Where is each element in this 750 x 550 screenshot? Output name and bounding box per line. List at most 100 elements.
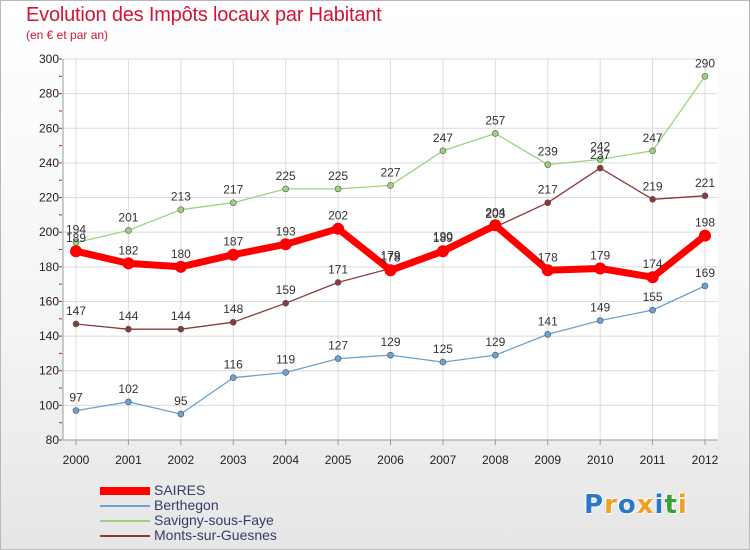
data-point-Berthegon	[492, 351, 499, 359]
x-tick-label: 2003	[220, 453, 247, 467]
data-point-Berthegon	[649, 306, 656, 314]
data-label-Savigny-sous-Faye: 247	[433, 131, 453, 145]
logo-letter: x	[636, 490, 655, 520]
data-label-Monts-sur-Guesnes: 148	[223, 302, 243, 316]
x-tick-label: 2004	[272, 453, 299, 467]
data-label-Monts-sur-Guesnes: 147	[66, 304, 86, 318]
data-label-SAIRES: 198	[695, 216, 715, 230]
data-point-Savigny-sous-Faye	[649, 147, 656, 155]
legend-label: Monts-sur-Guesnes	[154, 527, 277, 543]
data-point-Berthegon	[544, 331, 552, 338]
data-label-SAIRES: 178	[380, 250, 400, 264]
data-label-Savigny-sous-Faye: 247	[643, 131, 663, 145]
data-label-Berthegon: 116	[224, 358, 243, 372]
proxiti-logo: Proxiti	[584, 490, 688, 520]
data-point-SAIRES	[436, 245, 449, 258]
data-label-Monts-sur-Guesnes: 221	[695, 176, 715, 190]
data-label-Savigny-sous-Faye: 225	[276, 169, 296, 183]
data-point-Savigny-sous-Faye	[177, 206, 185, 213]
data-label-Berthegon: 95	[174, 394, 188, 408]
legend-item-SAIRES: SAIRES	[100, 482, 420, 499]
x-tick-label: 2010	[587, 453, 614, 467]
data-point-Monts-sur-Guesnes	[334, 279, 342, 286]
data-label-SAIRES: 187	[223, 235, 243, 249]
data-label-SAIRES: 178	[538, 250, 558, 264]
x-tick-label: 2009	[534, 453, 561, 467]
data-label-Berthegon: 141	[538, 314, 558, 328]
legend-label: Berthegon	[154, 497, 219, 513]
data-label-Berthegon: 129	[485, 335, 505, 349]
data-label-Savigny-sous-Faye: 213	[171, 190, 191, 204]
data-label-Berthegon: 119	[276, 352, 295, 366]
data-point-Monts-sur-Guesnes	[72, 320, 80, 328]
legend-label: Savigny-sous-Faye	[154, 512, 274, 528]
data-label-Berthegon: 127	[328, 339, 348, 353]
data-label-Savigny-sous-Faye: 290	[695, 56, 715, 70]
x-tick-label: 2007	[430, 453, 457, 467]
y-tick-label: 240	[39, 156, 59, 170]
data-point-SAIRES	[384, 264, 397, 277]
x-tick-label: 2002	[167, 453, 194, 467]
x-tick-label: 2005	[325, 453, 352, 467]
data-point-Savigny-sous-Faye	[701, 73, 709, 80]
data-point-Monts-sur-Guesnes	[701, 192, 709, 200]
data-label-Monts-sur-Guesnes: 190	[433, 230, 453, 244]
data-label-Monts-sur-Guesnes: 144	[118, 309, 138, 323]
data-point-Monts-sur-Guesnes	[125, 325, 132, 333]
legend-item-Savigny-sous-Faye: Savigny-sous-Faye	[100, 512, 420, 529]
logo-letter: r	[604, 490, 618, 520]
data-label-Monts-sur-Guesnes: 179	[380, 249, 400, 263]
data-point-Savigny-sous-Faye	[125, 227, 132, 234]
data-label-SAIRES: 189	[66, 231, 86, 245]
data-point-SAIRES	[541, 264, 554, 277]
data-point-Savigny-sous-Faye	[596, 156, 604, 163]
x-tick-label: 2006	[377, 453, 404, 467]
logo-letter: o	[617, 490, 637, 520]
data-label-Monts-sur-Guesnes: 171	[328, 262, 348, 276]
data-point-Savigny-sous-Faye	[334, 185, 342, 193]
data-point-SAIRES	[699, 229, 711, 242]
x-tick-label: 2012	[692, 453, 719, 467]
data-point-SAIRES	[70, 245, 82, 258]
data-label-SAIRES: 193	[276, 224, 296, 238]
data-point-SAIRES	[489, 219, 502, 232]
y-tick-label: 80	[46, 433, 60, 447]
data-label-SAIRES: 179	[590, 249, 610, 263]
y-tick-label: 100	[39, 398, 59, 412]
data-point-SAIRES	[122, 257, 135, 270]
data-point-SAIRES	[332, 222, 345, 235]
data-point-Monts-sur-Guesnes	[596, 164, 604, 172]
data-label-SAIRES: 204	[485, 205, 505, 219]
data-label-Savigny-sous-Faye: 201	[118, 210, 138, 224]
data-point-Berthegon	[229, 374, 237, 381]
data-point-SAIRES	[174, 260, 187, 273]
x-tick-label: 2001	[115, 453, 142, 467]
x-tick-label: 2008	[482, 453, 509, 467]
data-label-Monts-sur-Guesnes: 203	[485, 207, 505, 221]
data-point-Savigny-sous-Faye	[492, 130, 499, 137]
data-point-Savigny-sous-Faye	[387, 182, 394, 189]
y-tick-label: 280	[39, 87, 59, 101]
data-label-SAIRES: 182	[118, 243, 138, 257]
data-label-Savigny-sous-Faye: 194	[66, 223, 86, 237]
data-point-SAIRES	[279, 238, 292, 251]
data-label-Savigny-sous-Faye: 257	[485, 113, 505, 127]
data-label-Berthegon: 97	[69, 391, 83, 405]
data-label-Berthegon: 149	[590, 301, 610, 315]
logo-letter: i	[677, 490, 688, 520]
data-label-Berthegon: 169	[695, 266, 715, 280]
data-label-Berthegon: 102	[118, 382, 138, 396]
data-point-Berthegon	[125, 398, 132, 406]
data-point-SAIRES	[227, 248, 240, 261]
logo-letter: P	[584, 490, 605, 520]
y-tick-label: 140	[39, 329, 59, 343]
data-point-Berthegon	[334, 355, 342, 362]
y-tick-label: 160	[39, 294, 59, 308]
legend-swatch	[100, 505, 150, 507]
y-tick-label: 180	[39, 260, 59, 274]
x-tick-label: 2000	[63, 453, 90, 467]
data-point-Monts-sur-Guesnes	[649, 195, 656, 203]
data-label-Savigny-sous-Faye: 225	[328, 169, 348, 183]
data-label-SAIRES: 202	[328, 209, 348, 223]
data-label-Monts-sur-Guesnes: 159	[276, 283, 296, 297]
